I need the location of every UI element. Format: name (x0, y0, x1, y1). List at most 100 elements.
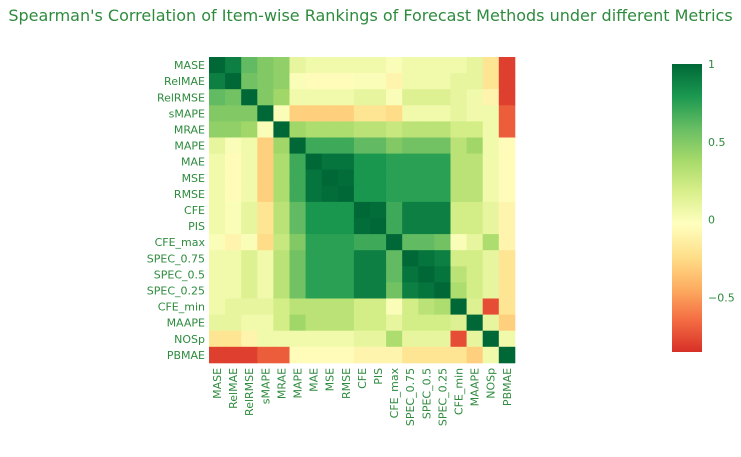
y-tick-label-cfe-max: CFE_max (155, 236, 206, 249)
heatmap-cell-cfe-max-maape (466, 234, 484, 251)
heatmap-cell-pis-mrae (273, 218, 290, 235)
x-tick-label-mape: MAPE (292, 368, 305, 399)
heatmap-cell-mape-rmse (337, 137, 355, 154)
y-tick-label-mase: MASE (174, 59, 205, 72)
heatmap-cell-mae-rmse (337, 153, 355, 171)
heatmap-cell-cfe-max-cfe-min (450, 234, 467, 251)
heatmap-cell-mse-spec-0-75 (402, 169, 419, 187)
heatmap-cell-mase-cfe-max (386, 57, 403, 74)
heatmap-cell-cfe-cfe (353, 201, 371, 219)
heatmap-cell-mae-spec-0-5 (418, 153, 435, 171)
heatmap-cell-nosp-cfe (353, 330, 371, 348)
heatmap-cell-rmse-mase (209, 185, 226, 203)
heatmap-cell-nosp-mse (321, 330, 339, 348)
heatmap-cell-mase-maape (466, 57, 484, 74)
heatmap-cell-cfe-max-mrae (273, 234, 290, 251)
heatmap-cell-pbmae-smape (257, 346, 274, 364)
x-axis-labels: MASE RelMAE RelRMSE sMAPE MRAE MAPE MAE MSE RMSE… (211, 367, 514, 426)
x-tick-label-spec-0-5: SPEC_0.5 (420, 368, 433, 419)
heatmap-cell-cfe-mse (321, 201, 339, 219)
heatmap-cell-spec-0-5-relrmse (241, 266, 258, 283)
y-tick-label-mae: MAE (181, 156, 205, 169)
heatmap-cell-mape-mase (209, 137, 226, 154)
heatmap-cell-mse-pis (370, 169, 387, 187)
heatmap-cell-relmae-maape (466, 73, 484, 90)
heatmap-cells (209, 57, 516, 364)
heatmap-cell-maape-relmae (225, 314, 242, 332)
colorbar-tick-2: 0 (708, 214, 715, 227)
heatmap-cell-spec-0-25-mrae (273, 282, 290, 299)
heatmap-cell-pis-maape (466, 218, 484, 235)
heatmap-cell-spec-0-75-mse (321, 250, 339, 267)
colorbar (672, 64, 702, 352)
heatmap-cell-relmae-smape (257, 73, 274, 90)
heatmap-cell-cfe-mape (289, 201, 306, 219)
heatmap-cell-mrae-spec-0-25 (434, 121, 451, 138)
heatmap-cell-mse-relmae (225, 169, 242, 187)
heatmap-cell-cfe-min-relrmse (241, 298, 258, 315)
heatmap-cell-mae-mae (305, 153, 323, 171)
heatmap-cell-maape-smape (257, 314, 274, 332)
heatmap-cell-relrmse-mse (321, 89, 339, 106)
heatmap-cell-mrae-cfe-min (450, 121, 467, 138)
heatmap-cell-spec-0-25-cfe (353, 282, 371, 299)
heatmap-cell-pis-relmae (225, 218, 242, 235)
colorbar-tick-1: 0.5 (708, 136, 726, 149)
heatmap-cell-maape-cfe-min (450, 314, 467, 332)
heatmap-cell-mape-spec-0-75 (402, 137, 419, 154)
heatmap-cell-nosp-maape (466, 330, 484, 348)
heatmap-cell-mrae-cfe (353, 121, 371, 138)
heatmap-cell-relmae-mrae (273, 73, 290, 90)
heatmap-cell-cfe-min-mae (305, 298, 323, 315)
heatmap-cell-spec-0-25-nosp (482, 282, 500, 299)
y-tick-label-nosp: NOSp (174, 333, 205, 346)
heatmap-cell-rmse-spec-0-5 (418, 185, 435, 203)
heatmap-cell-mse-cfe-min (450, 169, 467, 187)
heatmap-cell-mae-relmae (225, 153, 242, 171)
heatmap-cell-pbmae-mase (209, 346, 226, 364)
heatmap-cell-smape-mrae (273, 105, 290, 122)
heatmap-cell-relmae-mse (321, 73, 339, 90)
heatmap-cell-spec-0-25-spec-0-75 (402, 282, 419, 299)
heatmap-cell-mase-spec-0-75 (402, 57, 419, 74)
heatmap-cell-spec-0-25-maape (466, 282, 484, 299)
heatmap-cell-smape-cfe (353, 105, 371, 122)
heatmap-cell-pbmae-relrmse (241, 346, 258, 364)
heatmap-cell-cfe-max-mae (305, 234, 323, 251)
heatmap-cell-spec-0-5-cfe-min (450, 266, 467, 283)
heatmap-cell-relmae-cfe-max (386, 73, 403, 90)
heatmap-cell-pis-mase (209, 218, 226, 235)
heatmap-cell-spec-0-25-smape (257, 282, 274, 299)
heatmap-cell-pbmae-spec-0-25 (434, 346, 451, 364)
heatmap-cell-spec-0-5-spec-0-75 (402, 266, 419, 283)
heatmap-cell-spec-0-5-pbmae (498, 266, 516, 283)
heatmap-cell-cfe-maape (466, 201, 484, 219)
heatmap-cell-nosp-mrae (273, 330, 290, 348)
heatmap-cell-cfe-max-pbmae (498, 234, 516, 251)
heatmap-cell-relrmse-mrae (273, 89, 290, 106)
heatmap-cell-mae-relrmse (241, 153, 258, 171)
heatmap-cell-mape-relmae (225, 137, 242, 154)
heatmap-cell-pis-spec-0-25 (434, 218, 451, 235)
heatmap-cell-mase-spec-0-5 (418, 57, 435, 74)
heatmap-cell-smape-mape (289, 105, 306, 122)
heatmap-cell-pis-nosp (482, 218, 500, 235)
heatmap-cell-spec-0-5-maape (466, 266, 484, 283)
heatmap-cell-cfe-nosp (482, 201, 500, 219)
heatmap-cell-smape-spec-0-5 (418, 105, 435, 122)
heatmap-cell-pis-mae (305, 218, 323, 235)
heatmap-cell-rmse-relmae (225, 185, 242, 203)
heatmap-cell-smape-nosp (482, 105, 500, 122)
heatmap-cell-mrae-rmse (337, 121, 355, 138)
heatmap-cell-mrae-smape (257, 121, 274, 138)
heatmap-cell-maape-pis (370, 314, 387, 332)
heatmap-cell-relrmse-nosp (482, 89, 500, 106)
y-tick-label-spec-0-25: SPEC_0.25 (147, 284, 205, 297)
heatmap-cell-pbmae-nosp (482, 346, 500, 364)
heatmap-cell-cfe-min-mape (289, 298, 306, 315)
heatmap-cell-maape-mae (305, 314, 323, 332)
heatmap-cell-mse-pbmae (498, 169, 516, 187)
heatmap-cell-mse-mae (305, 169, 323, 187)
heatmap-cell-nosp-mase (209, 330, 226, 348)
heatmap-cell-mse-mase (209, 169, 226, 187)
